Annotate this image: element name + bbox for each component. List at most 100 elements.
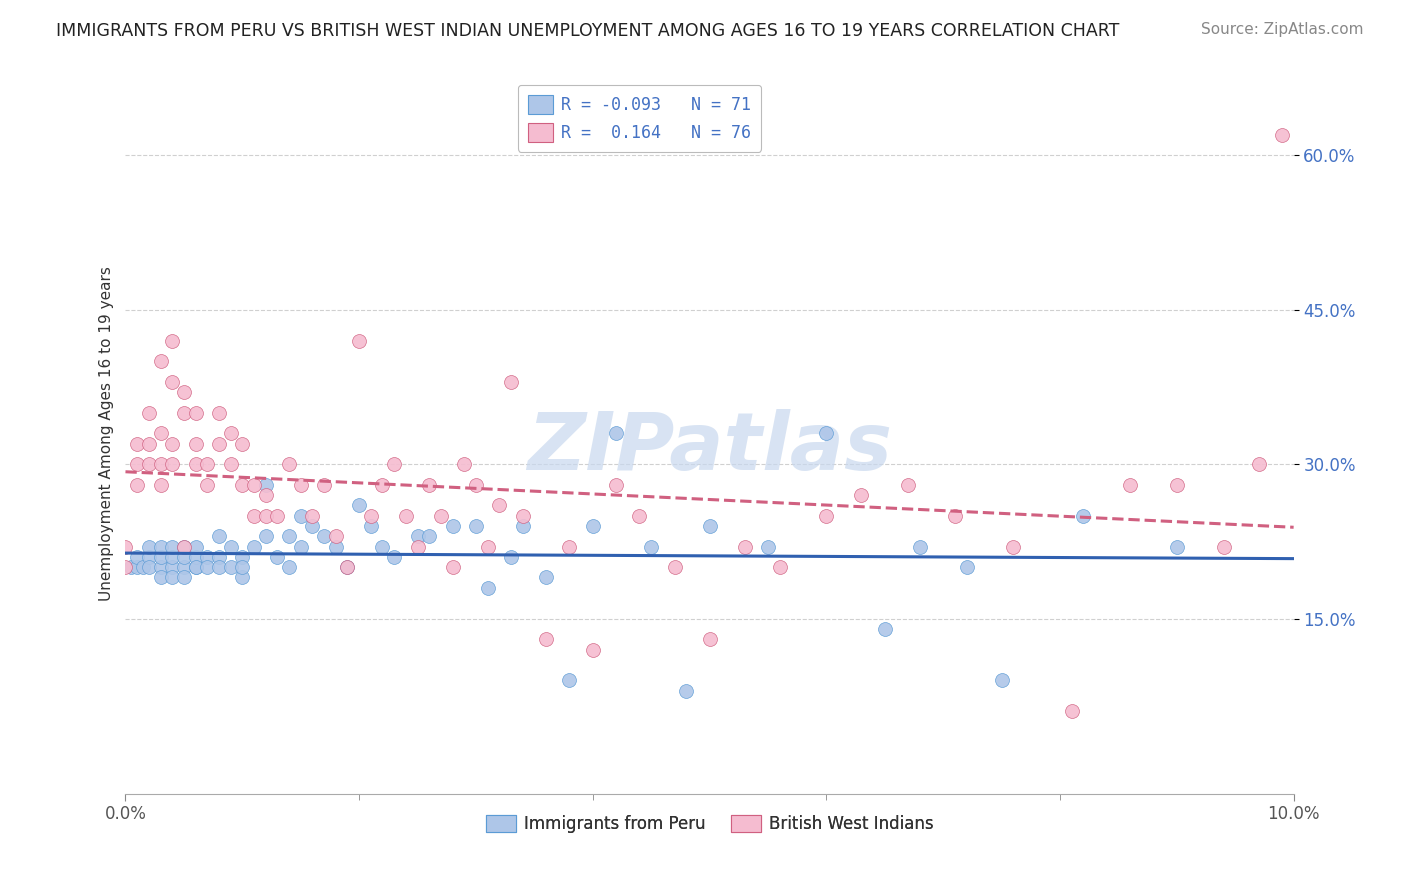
Point	[756, 540, 779, 554]
Point	[184, 457, 207, 471]
Point	[851, 488, 873, 502]
Text: Source: ZipAtlas.com: Source: ZipAtlas.com	[1201, 22, 1364, 37]
Point	[114, 540, 136, 554]
Point	[173, 570, 195, 584]
Point	[769, 560, 792, 574]
Point	[149, 457, 172, 471]
Point	[1212, 540, 1234, 554]
Legend: Immigrants from Peru, British West Indians: Immigrants from Peru, British West India…	[479, 808, 941, 839]
Point	[195, 457, 218, 471]
Point	[231, 478, 253, 492]
Point	[815, 508, 838, 523]
Point	[464, 478, 486, 492]
Point	[114, 560, 136, 574]
Point	[640, 540, 662, 554]
Point	[430, 508, 453, 523]
Point	[120, 560, 142, 574]
Point	[477, 540, 499, 554]
Point	[301, 508, 323, 523]
Point	[336, 560, 359, 574]
Point	[1271, 128, 1294, 142]
Point	[173, 560, 195, 574]
Point	[534, 632, 557, 647]
Point	[336, 560, 359, 574]
Point	[418, 529, 440, 543]
Point	[266, 549, 288, 564]
Point	[184, 560, 207, 574]
Point	[243, 540, 266, 554]
Point	[149, 560, 172, 574]
Point	[127, 457, 149, 471]
Point	[815, 426, 838, 441]
Point	[127, 549, 149, 564]
Point	[1247, 457, 1270, 471]
Point	[499, 375, 522, 389]
Point	[418, 478, 440, 492]
Point	[347, 499, 370, 513]
Point	[278, 529, 301, 543]
Point	[195, 560, 218, 574]
Point	[208, 406, 231, 420]
Point	[558, 540, 581, 554]
Point	[254, 488, 277, 502]
Point	[734, 540, 756, 554]
Point	[195, 478, 218, 492]
Point	[395, 508, 418, 523]
Point	[184, 406, 207, 420]
Point	[278, 457, 301, 471]
Point	[243, 508, 266, 523]
Point	[266, 508, 288, 523]
Point	[231, 436, 253, 450]
Point	[184, 549, 207, 564]
Point	[628, 508, 651, 523]
Point	[312, 478, 335, 492]
Point	[173, 549, 195, 564]
Y-axis label: Unemployment Among Ages 16 to 19 years: Unemployment Among Ages 16 to 19 years	[100, 266, 114, 601]
Point	[382, 549, 405, 564]
Point	[290, 478, 312, 492]
Point	[132, 560, 155, 574]
Point	[325, 529, 347, 543]
Point	[219, 560, 242, 574]
Point	[371, 540, 394, 554]
Point	[138, 457, 160, 471]
Point	[184, 540, 207, 554]
Point	[955, 560, 977, 574]
Point	[582, 519, 605, 533]
Point	[488, 499, 510, 513]
Point	[173, 540, 195, 554]
Point	[360, 508, 382, 523]
Point	[173, 540, 195, 554]
Point	[184, 560, 207, 574]
Point	[664, 560, 686, 574]
Point	[149, 540, 172, 554]
Point	[943, 508, 966, 523]
Point	[1119, 478, 1142, 492]
Point	[1060, 704, 1083, 718]
Point	[278, 560, 301, 574]
Point	[231, 549, 253, 564]
Point	[127, 560, 149, 574]
Point	[231, 570, 253, 584]
Point	[382, 457, 405, 471]
Point	[990, 673, 1012, 688]
Point	[149, 426, 172, 441]
Point	[208, 549, 231, 564]
Point	[127, 478, 149, 492]
Point	[499, 549, 522, 564]
Point	[149, 570, 172, 584]
Point	[464, 519, 486, 533]
Point	[290, 508, 312, 523]
Point	[675, 683, 697, 698]
Point	[605, 478, 627, 492]
Point	[219, 457, 242, 471]
Point	[908, 540, 931, 554]
Point	[195, 549, 218, 564]
Point	[160, 375, 183, 389]
Point	[149, 478, 172, 492]
Point	[605, 426, 627, 441]
Point	[897, 478, 920, 492]
Point	[160, 560, 183, 574]
Text: ZIPatlas: ZIPatlas	[527, 409, 891, 487]
Point	[243, 478, 266, 492]
